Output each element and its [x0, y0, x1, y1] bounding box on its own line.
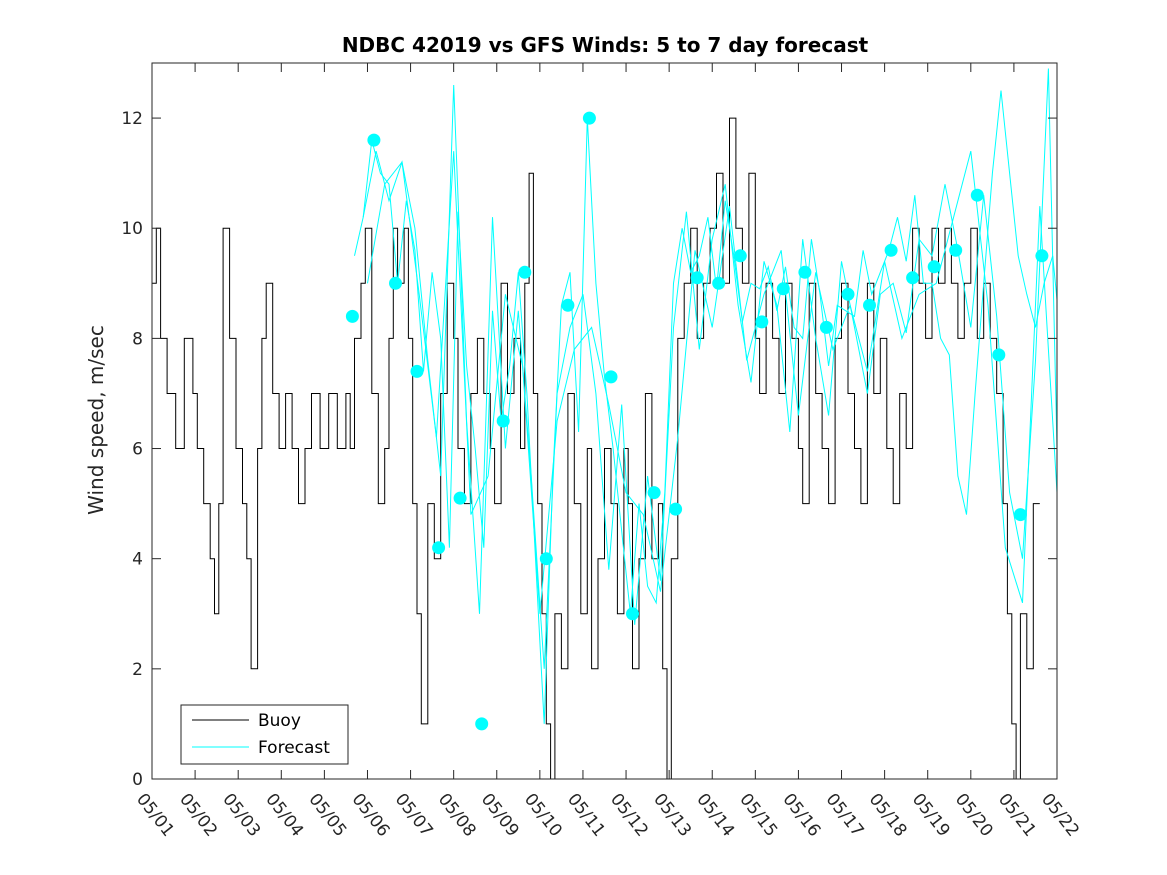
chart-title: NDBC 42019 vs GFS Winds: 5 to 7 day fore… — [342, 33, 869, 57]
forecast-marker — [927, 260, 941, 274]
y-tick-label: 10 — [121, 219, 143, 239]
forecast-marker — [863, 298, 876, 312]
forecast-series-line-3 — [367, 150, 1057, 614]
forecast-marker — [518, 265, 532, 279]
x-tick-label: 05/11 — [563, 790, 609, 841]
forecast-marker — [798, 265, 812, 279]
forecast-series-line-2 — [362, 68, 1057, 669]
y-tick-label: 8 — [132, 329, 143, 349]
x-tick-label: 05/13 — [649, 790, 695, 841]
forecast-marker — [669, 502, 683, 516]
forecast-marker — [389, 276, 402, 290]
x-tick-label: 05/04 — [261, 790, 307, 841]
x-tick-label: 05/09 — [477, 790, 523, 841]
plot-area — [152, 68, 1057, 779]
x-tick-label: 05/01 — [132, 790, 178, 841]
forecast-marker — [755, 315, 769, 329]
forecast-marker — [367, 133, 381, 147]
forecast-marker — [970, 188, 984, 202]
legend-buoy-label: Buoy — [258, 711, 301, 731]
y-tick-label: 6 — [132, 440, 143, 460]
x-tick-label: 05/06 — [348, 790, 394, 841]
forecast-marker — [841, 287, 855, 301]
forecast-marker — [690, 271, 704, 285]
x-tick-label: 05/05 — [304, 790, 350, 841]
forecast-marker — [453, 491, 467, 505]
forecast-marker — [604, 370, 618, 384]
forecast-marker — [949, 243, 963, 257]
forecast-marker — [345, 309, 359, 323]
y-tick-label: 12 — [121, 109, 143, 129]
x-tick-label: 05/02 — [175, 790, 221, 841]
x-tick-label: 05/20 — [951, 790, 997, 841]
y-tick-label: 2 — [132, 660, 143, 680]
forecast-marker — [475, 717, 489, 731]
forecast-marker — [819, 320, 833, 334]
y-axis-label: Wind speed, m/sec — [84, 325, 108, 515]
legend: Buoy Forecast — [180, 704, 349, 765]
axes-box — [151, 62, 1058, 780]
buoy-series-line — [152, 117, 1040, 779]
forecast-marker — [647, 486, 661, 500]
forecast-marker — [1035, 249, 1049, 263]
forecast-marker — [1013, 508, 1027, 522]
forecast-marker — [733, 249, 747, 263]
forecast-marker — [496, 414, 510, 428]
forecast-marker — [582, 111, 596, 125]
x-tick-label: 05/03 — [218, 790, 264, 841]
forecast-marker — [561, 298, 575, 312]
x-tick-label: 05/21 — [994, 790, 1040, 841]
x-tick-label: 05/08 — [434, 790, 480, 841]
x-tick-label: 05/14 — [692, 790, 738, 841]
forecast-marker — [410, 364, 424, 378]
y-tick-label: 0 — [132, 770, 143, 790]
legend-forecast-label: Forecast — [258, 738, 330, 758]
forecast-series-line-1 — [354, 90, 1057, 724]
x-tick-label: 05/17 — [822, 790, 868, 841]
x-tick-label: 05/15 — [735, 790, 781, 841]
forecast-marker — [776, 282, 790, 296]
x-tick-label: 05/12 — [606, 790, 652, 841]
forecast-marker — [626, 607, 639, 621]
forecast-marker — [712, 276, 726, 290]
forecast-marker — [884, 243, 898, 257]
x-tick-label: 05/16 — [778, 790, 824, 841]
forecast-marker — [906, 271, 920, 285]
forecast-marker — [432, 541, 446, 555]
forecast-marker — [539, 552, 553, 566]
x-tick-label: 05/22 — [1037, 790, 1083, 841]
x-tick-label: 05/18 — [865, 790, 911, 841]
legend-box — [180, 704, 349, 765]
x-tick-label: 05/10 — [520, 790, 566, 841]
x-tick-label: 05/19 — [908, 790, 954, 841]
forecast-marker — [992, 348, 1006, 362]
y-tick-label: 4 — [132, 550, 143, 570]
x-tick-label: 05/07 — [391, 790, 437, 841]
